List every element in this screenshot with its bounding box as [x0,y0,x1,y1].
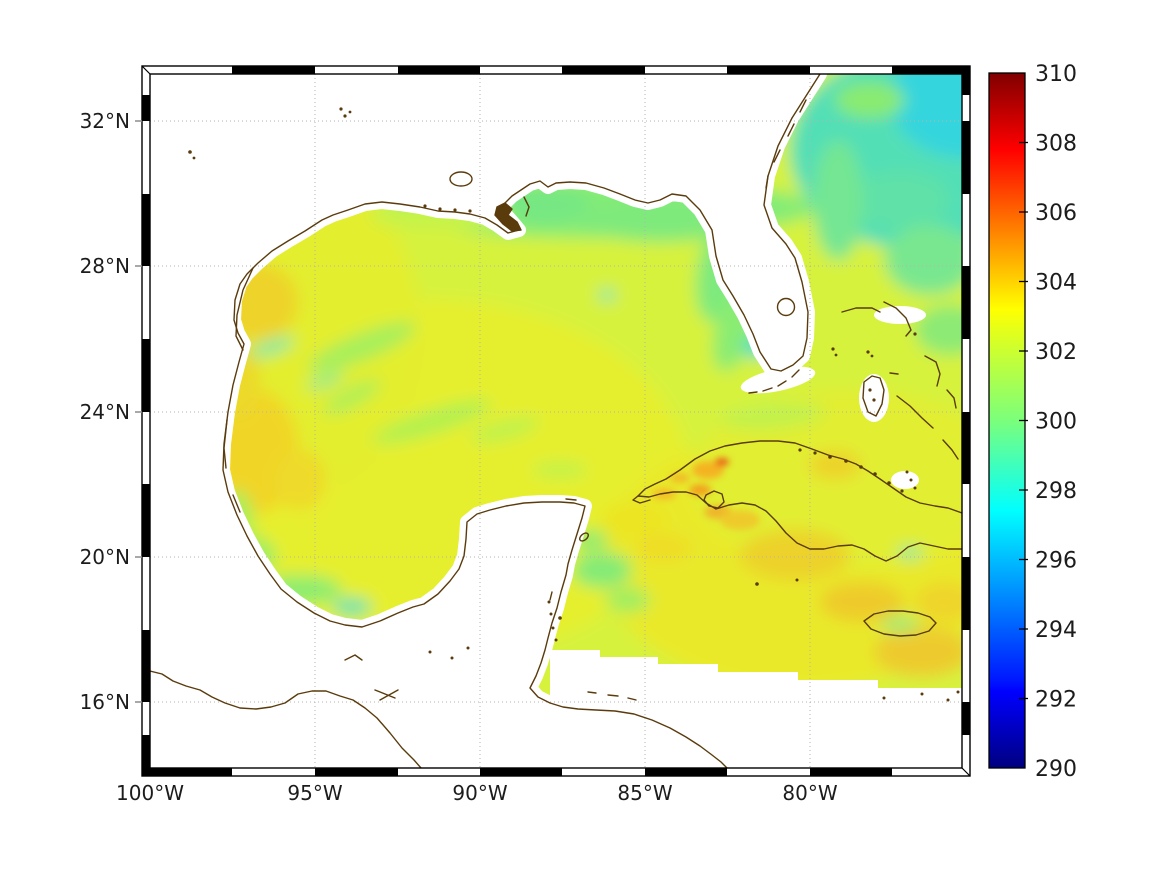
lon-label-90w: 90°W [452,781,507,805]
axis-labels: 32°N 28°N 24°N 20°N 16°N 100°W 95°W 90°W… [80,109,838,805]
lon-label-80w: 80°W [782,781,837,805]
colorbar-ticks [1019,141,1028,700]
lat-ticks [135,120,142,703]
lat-label-24n: 24°N [80,400,130,424]
coastline-bahamas [841,301,959,460]
lon-label-95w: 95°W [287,781,342,805]
cb-label-298: 298 [1035,479,1077,504]
coastline-isla-juventud [703,490,725,509]
lat-label-20n: 20°N [80,545,130,569]
coastline-cuba-south [632,491,962,562]
coastlines [150,74,962,768]
lake-okeechobee [776,297,796,317]
cb-label-302: 302 [1035,340,1077,365]
cb-label-292: 292 [1035,688,1077,713]
cb-label-296: 296 [1035,549,1077,574]
graticule [150,74,962,768]
cb-label-308: 308 [1035,132,1077,157]
lon-label-100w: 100°W [116,781,184,805]
coastline-mainland [222,74,821,768]
barrier-islands [223,99,807,701]
sst-field [150,74,962,768]
lat-label-28n: 28°N [80,254,130,278]
colorbar: 310 308 306 304 302 300 298 296 294 292 … [988,62,1077,782]
white-bank-patches [740,306,926,489]
cb-label-300: 300 [1035,410,1077,435]
coastline-jamaica [863,610,937,637]
island-specks [188,107,960,702]
map-frame [135,65,971,777]
cb-label-294: 294 [1035,618,1077,643]
colorbar-labels: 310 308 306 304 302 300 298 296 294 292 … [1035,62,1077,782]
cb-label-310: 310 [1035,62,1077,87]
coastline-pacific-mexico [150,670,422,768]
lat-label-16n: 16°N [80,690,130,714]
mississippi-delta [494,202,522,232]
cb-label-290: 290 [1035,757,1077,782]
lat-label-32n: 32°N [80,109,130,133]
lake-pontchartrain [449,171,473,187]
lon-label-85w: 85°W [617,781,672,805]
cb-label-304: 304 [1035,271,1077,296]
coastline-cuba-north [637,440,962,514]
cb-label-306: 306 [1035,201,1077,226]
